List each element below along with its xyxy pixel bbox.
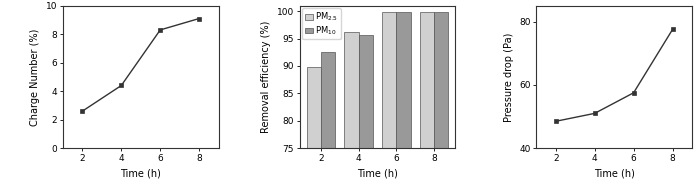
Bar: [396, 12, 410, 190]
Bar: [321, 52, 336, 190]
Y-axis label: Charge Number (%): Charge Number (%): [30, 28, 41, 126]
Bar: [434, 12, 448, 190]
Y-axis label: Pressure drop (Pa): Pressure drop (Pa): [504, 32, 514, 122]
X-axis label: Time (h): Time (h): [593, 168, 635, 178]
Y-axis label: Removal efficiency (%): Removal efficiency (%): [261, 21, 271, 133]
Bar: [419, 12, 434, 190]
X-axis label: Time (h): Time (h): [357, 168, 398, 178]
Bar: [307, 67, 321, 190]
Bar: [345, 32, 359, 190]
Bar: [382, 12, 396, 190]
X-axis label: Time (h): Time (h): [120, 168, 161, 178]
Legend: PM$_{2.5}$, PM$_{10}$: PM$_{2.5}$, PM$_{10}$: [302, 8, 341, 40]
Bar: [359, 35, 373, 190]
